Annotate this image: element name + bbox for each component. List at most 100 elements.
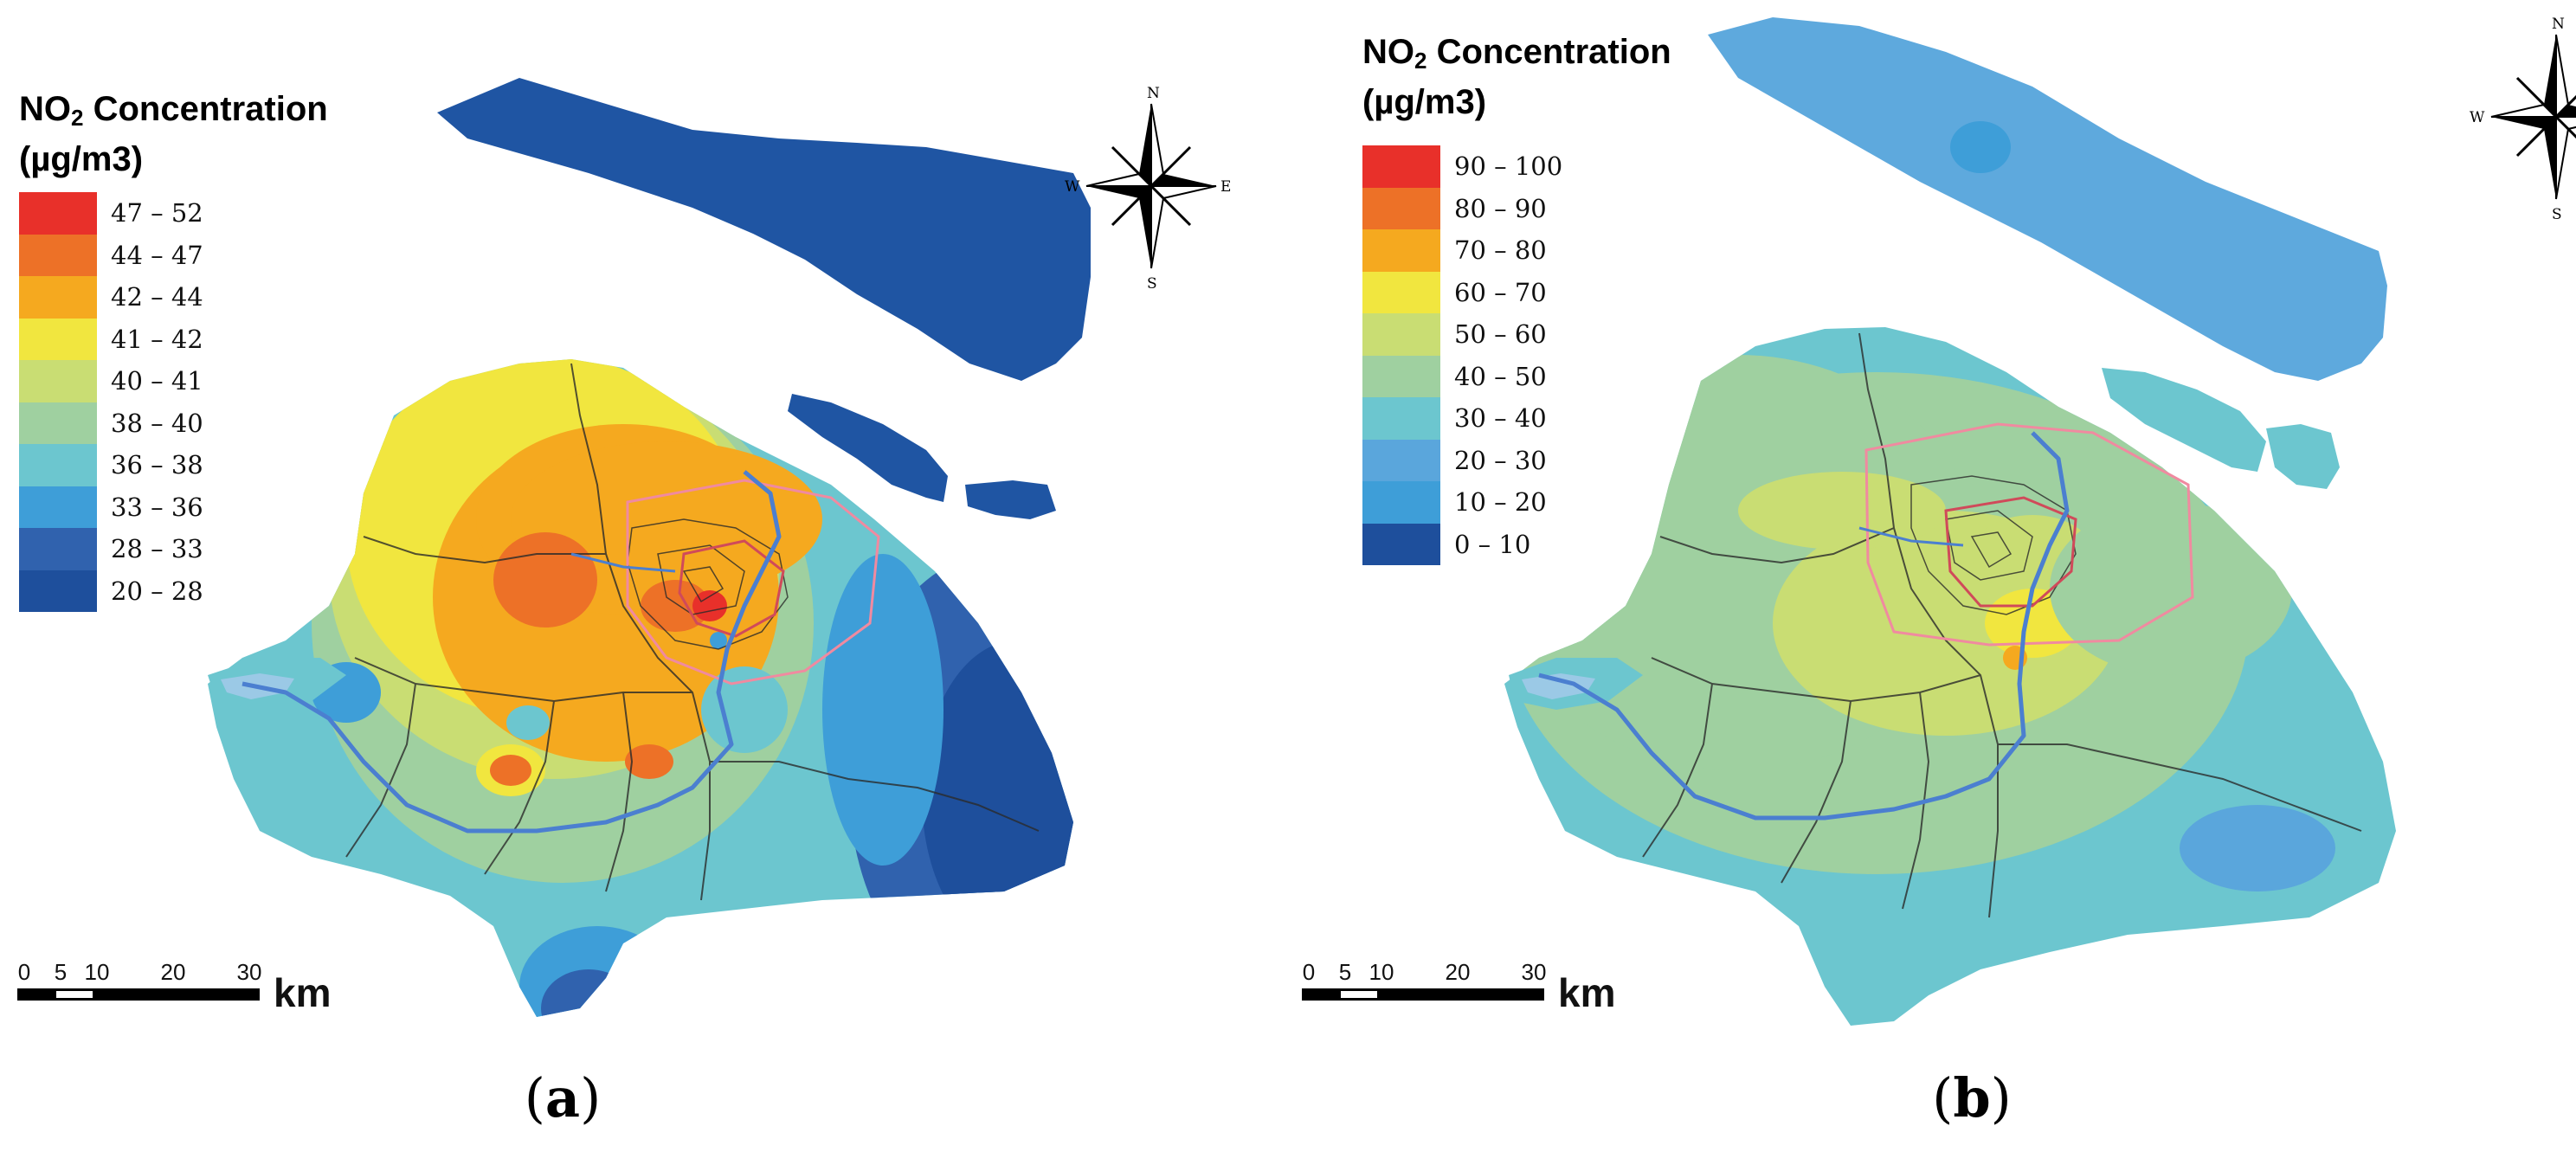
legend-item: 41 – 42 bbox=[19, 318, 203, 360]
legend-swatch bbox=[19, 444, 97, 486]
scale-tick: 5 bbox=[54, 959, 68, 985]
scale-tick: 10 bbox=[1368, 959, 1394, 985]
legend-swatch bbox=[1362, 145, 1440, 188]
compass-w-a: W bbox=[1065, 178, 1080, 196]
legend-swatch bbox=[19, 276, 97, 319]
legend-item: 33 – 36 bbox=[19, 486, 203, 528]
legend-item: 38 – 40 bbox=[19, 402, 203, 444]
legend-item: 70 – 80 bbox=[1362, 229, 1562, 272]
scale-tick: 20 bbox=[160, 959, 186, 985]
legend-swatch bbox=[19, 402, 97, 444]
legend-swatch bbox=[1362, 271, 1440, 313]
legend-swatch bbox=[19, 486, 97, 528]
scale-tick: 10 bbox=[84, 959, 110, 985]
legend-b: 90 – 100 80 – 90 70 – 80 60 – 70 50 – 60… bbox=[1362, 145, 1562, 565]
compass-n-b: N bbox=[2552, 16, 2565, 33]
panel-label-a: (a) bbox=[524, 1066, 602, 1129]
legend-label: 0 – 10 bbox=[1454, 529, 1531, 559]
island-main bbox=[1708, 17, 2387, 381]
outer-ring-road-a bbox=[626, 479, 880, 685]
compass-s-b: S bbox=[2552, 206, 2562, 223]
scale-bar-graphic-a bbox=[17, 988, 260, 1001]
legend-item: 60 – 70 bbox=[1362, 271, 1562, 313]
scale-tick: 20 bbox=[1445, 959, 1471, 985]
legend-item: 42 – 44 bbox=[19, 276, 203, 319]
legend-label: 47 – 52 bbox=[111, 198, 203, 228]
map-panel-a: N S E W NO2 Concentration (µg/m3) 47 – 5… bbox=[17, 78, 1231, 1129]
scale-tick: 5 bbox=[1338, 959, 1352, 985]
legend-item: 40 – 41 bbox=[19, 360, 203, 402]
legend-title-main-a: NO bbox=[19, 90, 71, 128]
legend-swatch bbox=[1362, 229, 1440, 272]
legend-title-main-b: NO bbox=[1362, 33, 1414, 71]
district-boundaries-a bbox=[345, 363, 1040, 901]
compass-e-a: E bbox=[1220, 178, 1231, 196]
legend-item: 36 – 38 bbox=[19, 444, 203, 486]
legend-swatch bbox=[1362, 397, 1440, 440]
huangpu-river-a bbox=[242, 470, 782, 833]
legend-item: 50 – 60 bbox=[1362, 313, 1562, 356]
panel-label-b: (b) bbox=[1932, 1066, 2012, 1129]
suzhou-creek-a bbox=[570, 552, 676, 573]
legend-a: 47 – 52 44 – 47 42 – 44 41 – 42 40 – 41 … bbox=[19, 192, 203, 612]
legend-swatch bbox=[1362, 187, 1440, 229]
legend-item: 20 – 28 bbox=[19, 570, 203, 612]
map-panel-b: N S E W NO2 Concentration (µg/m3) 90 – 1… bbox=[1288, 0, 2576, 1152]
scale-tick: 0 bbox=[1302, 959, 1316, 985]
legend-swatch bbox=[19, 234, 97, 276]
legend-label: 20 – 28 bbox=[111, 576, 203, 606]
legend-swatch bbox=[19, 528, 97, 570]
no2-map-a: N S E W bbox=[208, 78, 1231, 1017]
no2-map-b: N S E W bbox=[1504, 16, 2576, 1026]
legend-item: 30 – 40 bbox=[1362, 397, 1562, 440]
compass-n-a: N bbox=[1147, 85, 1160, 102]
legend-swatch bbox=[1362, 313, 1440, 356]
legend-item: 20 – 30 bbox=[1362, 439, 1562, 481]
inner-ring-road-a bbox=[678, 539, 785, 638]
legend-label: 38 – 40 bbox=[111, 408, 203, 438]
legend-unit-b: (µg/m3) bbox=[1362, 83, 1487, 121]
legend-label: 33 – 36 bbox=[111, 492, 203, 522]
island-small-2 bbox=[965, 480, 1056, 519]
scale-ticks-a: 0 5 10 20 30 bbox=[17, 959, 277, 990]
suzhou-creek-b bbox=[1858, 526, 1964, 547]
legend-title-rest-a: Concentration bbox=[83, 90, 328, 128]
legend-title-a: NO2 Concentration (µg/m3) bbox=[19, 88, 328, 180]
legend-label: 60 – 70 bbox=[1454, 277, 1547, 307]
legend-swatch bbox=[1362, 481, 1440, 524]
huangpu-river-b bbox=[1538, 431, 2070, 821]
inner-ring-road-b bbox=[1944, 496, 2077, 608]
district-boundaries-b bbox=[1642, 332, 2362, 918]
legend-label: 50 – 60 bbox=[1454, 319, 1547, 350]
scale-tick: 30 bbox=[236, 959, 262, 985]
island-small-2 bbox=[2266, 424, 2340, 489]
compass-rose-a: N S E W bbox=[1065, 85, 1231, 293]
legend-label: 40 – 50 bbox=[1454, 361, 1547, 391]
legend-label: 42 – 44 bbox=[111, 282, 203, 312]
legend-item: 44 – 47 bbox=[19, 234, 203, 276]
scale-unit-a: km bbox=[274, 970, 332, 1015]
panel-label-letter-b: b bbox=[1953, 1066, 1991, 1129]
legend-item: 80 – 90 bbox=[1362, 187, 1562, 229]
island-small-1 bbox=[788, 394, 948, 502]
compass-w-b: W bbox=[2470, 109, 2485, 126]
legend-label: 44 – 47 bbox=[111, 240, 203, 270]
outer-ring-road-b bbox=[1864, 422, 2194, 647]
island-main bbox=[437, 78, 1091, 381]
scale-ticks-b: 0 5 10 20 30 bbox=[1302, 959, 1562, 990]
legend-item: 0 – 10 bbox=[1362, 523, 1562, 565]
island-small-1 bbox=[2102, 368, 2266, 472]
legend-label: 30 – 40 bbox=[1454, 403, 1547, 434]
city-districts-b bbox=[1910, 475, 2077, 615]
legend-label: 41 – 42 bbox=[111, 324, 203, 354]
legend-swatch bbox=[19, 570, 97, 612]
legend-label: 20 – 30 bbox=[1454, 445, 1547, 475]
legend-item: 40 – 50 bbox=[1362, 355, 1562, 397]
legend-label: 28 – 33 bbox=[111, 534, 203, 564]
legend-swatch bbox=[1362, 523, 1440, 565]
legend-title-b: NO2 Concentration (µg/m3) bbox=[1362, 31, 1671, 123]
legend-label: 80 – 90 bbox=[1454, 193, 1547, 223]
legend-item: 10 – 20 bbox=[1362, 481, 1562, 524]
legend-label: 70 – 80 bbox=[1454, 235, 1547, 266]
legend-swatch bbox=[19, 360, 97, 402]
